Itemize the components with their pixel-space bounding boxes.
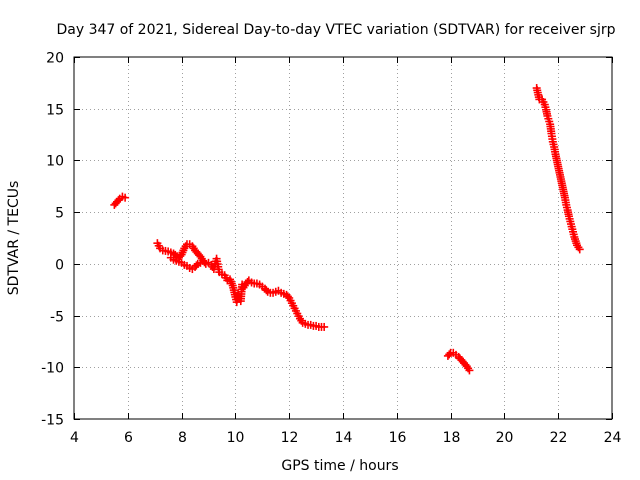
x-tick-label: 18 [443, 430, 461, 446]
x-tick-label: 24 [604, 430, 622, 446]
data-point [445, 350, 454, 359]
y-tick-label: 10 [46, 154, 64, 170]
y-tick-label: 15 [46, 103, 64, 119]
y-axis-label: SDTVAR / TECUs [6, 181, 22, 296]
y-tick-label: 20 [46, 51, 64, 67]
x-tick-label: 14 [335, 430, 353, 446]
data-point [196, 258, 205, 267]
data-point [121, 193, 130, 202]
y-axis-ticks: -15 -10 -5 0 5 10 15 20 [41, 51, 612, 429]
data-points [110, 84, 584, 375]
data-point [114, 196, 123, 205]
y-tick-label: -15 [41, 413, 64, 429]
y-tick-label: -5 [50, 310, 64, 326]
data-point [192, 261, 201, 270]
data-point [283, 292, 292, 301]
x-tick-label: 12 [281, 430, 299, 446]
x-tick-label: 16 [389, 430, 407, 446]
grid-lines [74, 57, 612, 419]
x-tick-label: 6 [124, 430, 133, 446]
x-tick-label: 20 [496, 430, 514, 446]
x-axis-label: GPS time / hours [281, 458, 398, 474]
chart-title: Day 347 of 2021, Sidereal Day-to-day VTE… [56, 22, 615, 38]
y-tick-label: -10 [41, 361, 64, 377]
x-tick-label: 4 [70, 430, 79, 446]
data-point [262, 286, 271, 295]
x-tick-label: 8 [178, 430, 187, 446]
data-point [320, 322, 329, 331]
x-tick-label: 22 [550, 430, 568, 446]
y-tick-label: 5 [55, 206, 64, 222]
data-point [465, 366, 474, 375]
x-tick-label: 10 [227, 430, 245, 446]
y-tick-label: 0 [55, 258, 64, 274]
x-axis-ticks: 4 6 8 10 12 14 16 18 20 22 24 [70, 57, 621, 446]
data-point [575, 245, 584, 254]
